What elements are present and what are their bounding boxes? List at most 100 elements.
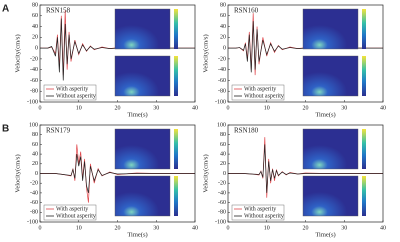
- y-tick-label: -40: [30, 67, 38, 73]
- spectrogram-inset: [114, 55, 171, 97]
- y-tick-label: -40: [218, 67, 226, 73]
- y-tick-label: -60: [30, 78, 38, 84]
- y-tick-label: 0: [35, 171, 38, 177]
- y-tick-label: -80: [30, 89, 38, 95]
- spectrogram-inset: [302, 128, 359, 170]
- y-tick-label: -20: [218, 181, 226, 187]
- legend-label: Without asperity: [244, 213, 284, 219]
- y-tick-label: -60: [30, 200, 38, 206]
- legend-label: With asperity: [56, 206, 88, 212]
- spectrogram-inset: [114, 8, 171, 50]
- series-line: [228, 144, 383, 193]
- spectrogram-inset: [114, 175, 171, 217]
- x-tick-label: 40: [192, 225, 198, 231]
- y-tick-label: -20: [30, 56, 38, 62]
- y-tick-label: -100: [215, 99, 226, 105]
- x-tick-label: 10: [264, 225, 270, 231]
- x-tick-label: 0: [227, 225, 230, 231]
- colorbar: [174, 56, 178, 96]
- y-tick-label: 80: [220, 2, 226, 8]
- y-tick-label: 20: [220, 161, 226, 167]
- colorbar: [174, 9, 178, 49]
- y-tick-label: 20: [32, 35, 38, 41]
- colorbar: [362, 9, 366, 49]
- series-line: [40, 154, 195, 193]
- legend-label: Without asperity: [56, 93, 96, 99]
- x-tick-label: 10: [264, 105, 270, 111]
- chart-title: RSN158: [46, 7, 71, 15]
- x-tick-label: 20: [303, 225, 309, 231]
- x-tick-label: 0: [227, 105, 230, 111]
- colorbar: [174, 176, 178, 216]
- y-tick-label: 0: [35, 45, 38, 51]
- y-tick-label: 60: [220, 142, 226, 148]
- y-tick-label: -60: [218, 200, 226, 206]
- y-tick-label: -80: [30, 210, 38, 216]
- y-tick-label: 0: [223, 45, 226, 51]
- y-tick-label: 100: [217, 122, 226, 128]
- x-tick-label: 20: [115, 225, 121, 231]
- y-tick-label: 80: [220, 132, 226, 138]
- x-axis-label: Time(s): [315, 231, 335, 238]
- plot-frame: [39, 124, 196, 223]
- legend-box: [231, 84, 285, 101]
- colorbar: [362, 176, 366, 216]
- x-tick-label: 30: [341, 105, 347, 111]
- x-tick-label: 30: [153, 105, 159, 111]
- y-tick-label: 40: [32, 151, 38, 157]
- y-tick-label: 80: [32, 132, 38, 138]
- legend-label: With asperity: [244, 206, 276, 212]
- y-axis-label: Velocity(cm/s): [14, 154, 21, 192]
- y-tick-label: 20: [32, 161, 38, 167]
- plot-frame: [227, 4, 384, 103]
- spectrogram-inset: [302, 8, 359, 50]
- y-tick-label: -100: [27, 219, 38, 225]
- y-tick-label: -80: [218, 210, 226, 216]
- y-tick-label: 60: [220, 13, 226, 19]
- x-axis-label: Time(s): [127, 231, 147, 238]
- y-axis-label: Velocity(cm/s): [14, 34, 21, 72]
- y-tick-label: 40: [32, 24, 38, 30]
- x-tick-label: 30: [341, 225, 347, 231]
- legend-box: [231, 204, 285, 221]
- chart-title: RSN180: [234, 127, 259, 135]
- spectrogram-inset: [302, 55, 359, 97]
- panel-label: B: [2, 124, 9, 135]
- colorbar: [362, 56, 366, 96]
- y-tick-label: -20: [218, 56, 226, 62]
- y-tick-label: -100: [27, 99, 38, 105]
- y-tick-label: 60: [32, 142, 38, 148]
- y-tick-label: -60: [218, 78, 226, 84]
- y-tick-label: -100: [215, 219, 226, 225]
- y-tick-label: 80: [32, 2, 38, 8]
- legend-box: [43, 204, 97, 221]
- panel-label: A: [2, 4, 9, 15]
- plot-frame: [227, 124, 384, 223]
- y-tick-label: -80: [218, 89, 226, 95]
- colorbar: [362, 129, 366, 169]
- y-axis-label: Velocity(cm/s): [202, 34, 209, 72]
- y-tick-label: 0: [223, 171, 226, 177]
- x-tick-label: 10: [76, 225, 82, 231]
- x-tick-label: 10: [76, 105, 82, 111]
- x-tick-label: 0: [39, 105, 42, 111]
- y-tick-label: 60: [32, 13, 38, 19]
- y-tick-label: 40: [220, 151, 226, 157]
- y-tick-label: 100: [29, 122, 38, 128]
- legend-label: With asperity: [56, 86, 88, 92]
- x-tick-label: 20: [115, 105, 121, 111]
- y-tick-label: -40: [218, 190, 226, 196]
- x-tick-label: 40: [380, 105, 386, 111]
- legend-label: Without asperity: [244, 93, 284, 99]
- y-tick-label: -40: [30, 190, 38, 196]
- y-tick-label: 20: [220, 35, 226, 41]
- plot-frame: [39, 4, 196, 103]
- spectrogram-inset: [114, 128, 171, 170]
- legend-box: [43, 84, 97, 101]
- x-tick-label: 30: [153, 225, 159, 231]
